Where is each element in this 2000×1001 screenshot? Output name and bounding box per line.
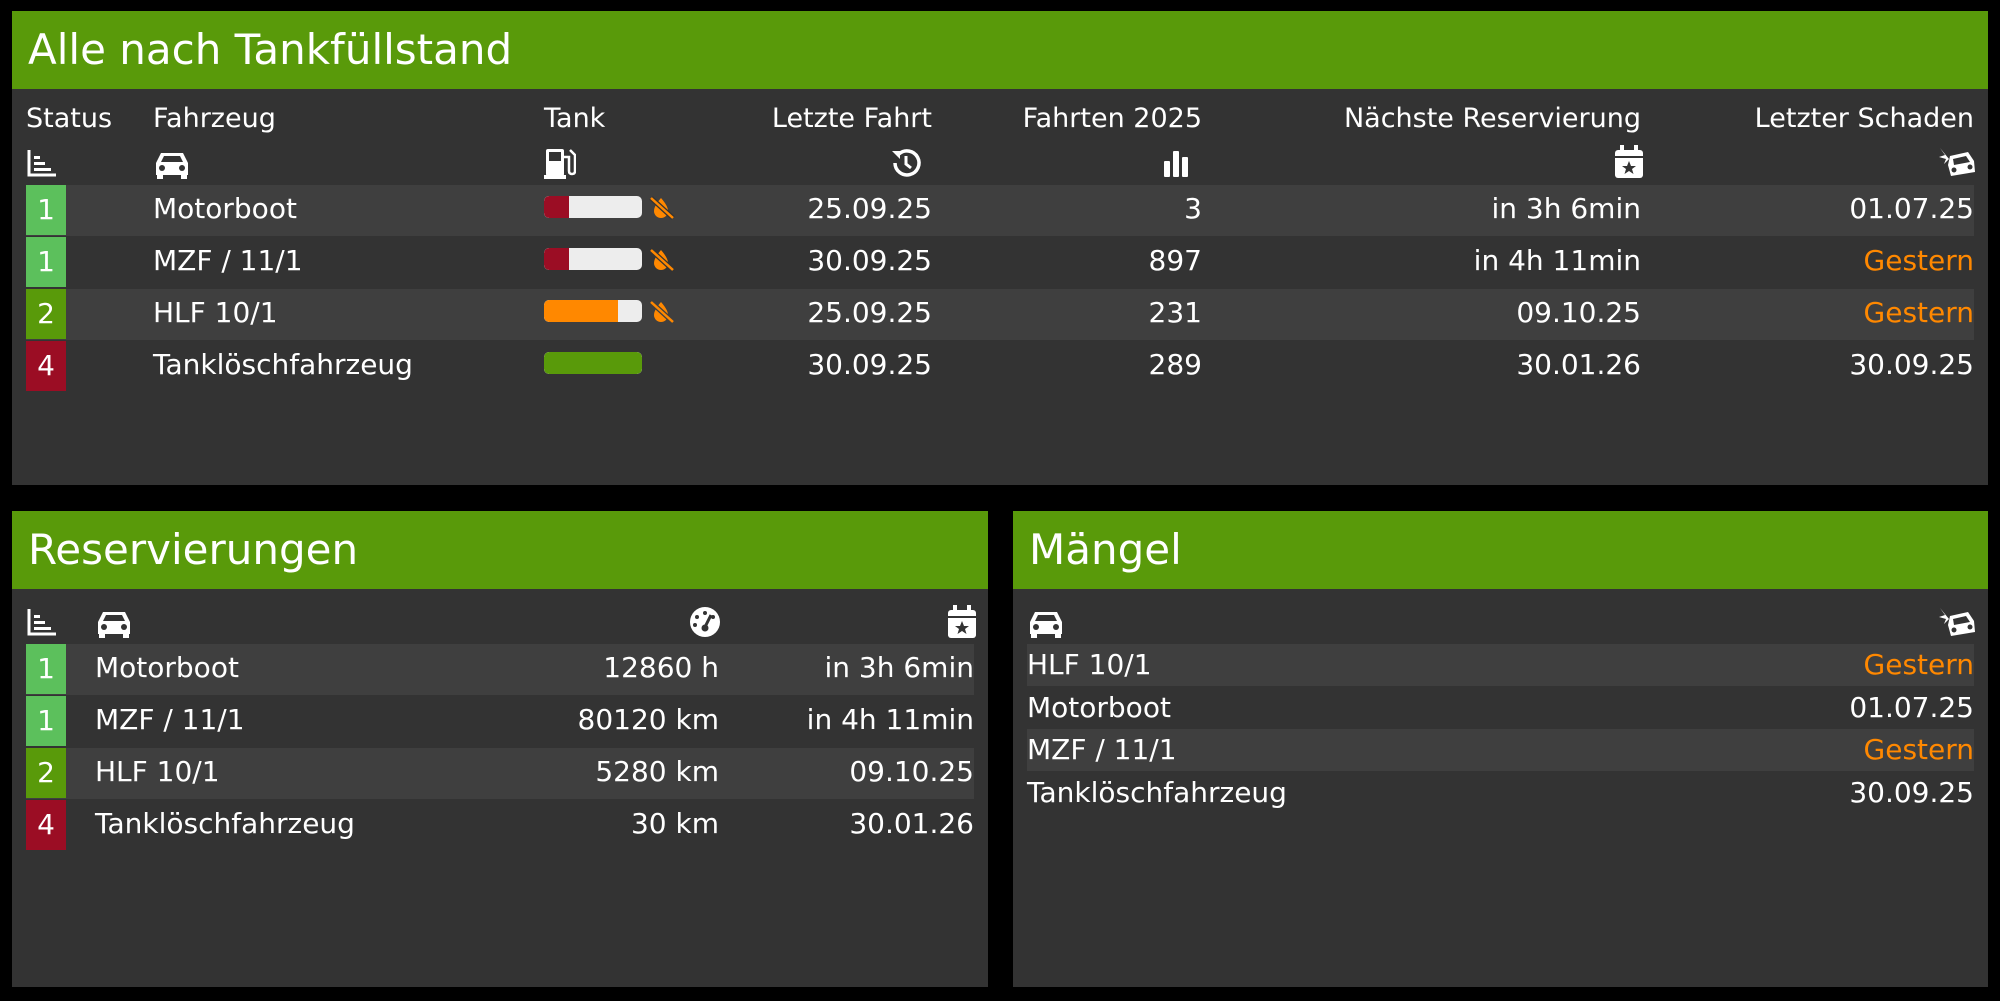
fuel-level-fill	[544, 352, 642, 374]
vehicle-name[interactable]: Tanklöschfahrzeug	[95, 807, 355, 840]
next-reservation: in 3h 6min	[1491, 192, 1641, 225]
mileage: 12860 h	[603, 651, 719, 684]
vehicle-name[interactable]: MZF / 11/1	[1027, 733, 1177, 766]
defect-date: 01.07.25	[1849, 691, 1974, 724]
list-row-bg	[1027, 729, 1974, 771]
last-damage: 30.09.25	[1849, 348, 1974, 381]
status-badge: 1	[26, 237, 66, 287]
last-trip-date: 30.09.25	[807, 348, 932, 381]
fuel-level-fill	[544, 196, 569, 218]
trip-count: 231	[1148, 296, 1202, 329]
reservations-panel: Reservierungen 1 Motorboot 12860 h in 3h…	[12, 511, 988, 987]
defect-date: Gestern	[1863, 648, 1974, 681]
col-last-trip-header[interactable]: Letzte Fahrt	[771, 103, 932, 134]
status-badge: 1	[26, 185, 66, 235]
next-reservation: in 4h 11min	[1473, 244, 1641, 277]
mileage: 30 km	[630, 807, 719, 840]
vehicle-name[interactable]: Tanklöschfahrzeug	[1027, 776, 1287, 809]
vehicle-name[interactable]: HLF 10/1	[153, 296, 278, 329]
last-damage: Gestern	[1863, 296, 1974, 329]
next-reservation: 09.10.25	[1516, 296, 1641, 329]
no-fuel-icon	[649, 195, 675, 221]
tank-panel-title: Alle nach Tankfüllstand	[12, 11, 1988, 89]
trip-count: 3	[1184, 192, 1202, 225]
car-crash-icon	[1938, 146, 1976, 178]
reservations-panel-title: Reservierungen	[12, 511, 988, 589]
fuel-level-fill	[544, 300, 618, 322]
mileage: 5280 km	[595, 755, 719, 788]
vehicle-name[interactable]: HLF 10/1	[1027, 648, 1152, 681]
vehicle-name[interactable]: Tanklöschfahrzeug	[153, 348, 413, 381]
vehicle-name[interactable]: MZF / 11/1	[95, 703, 245, 736]
calendar-star-icon	[947, 605, 977, 639]
defects-panel-title: Mängel	[1013, 511, 1988, 589]
col-next-reservation-header[interactable]: Nächste Reservierung	[1343, 103, 1641, 134]
vehicle-name[interactable]: Motorboot	[95, 651, 239, 684]
status-badge: 2	[26, 289, 66, 339]
col-last-damage-header[interactable]: Letzter Schaden	[1754, 103, 1974, 134]
table-row-bg	[26, 644, 974, 695]
sort-icon[interactable]	[26, 607, 58, 637]
car-icon	[1027, 608, 1065, 638]
history-icon	[889, 146, 923, 180]
table-row-bg	[26, 748, 974, 799]
col-vehicle-header[interactable]: Fahrzeug	[153, 103, 276, 134]
fuel-level-fill	[544, 248, 569, 270]
col-tank-header[interactable]: Tank	[544, 103, 606, 134]
no-fuel-icon	[649, 299, 675, 325]
fuel-pump-icon	[544, 145, 576, 179]
trip-count: 897	[1148, 244, 1202, 277]
tank-level-panel: Alle nach Tankfüllstand Status Fahrzeug …	[12, 11, 1988, 485]
vehicle-name[interactable]: MZF / 11/1	[153, 244, 303, 277]
last-trip-date: 30.09.25	[807, 244, 932, 277]
status-badge: 2	[26, 748, 66, 798]
car-crash-icon	[1938, 606, 1976, 638]
col-status-header[interactable]: Status	[26, 103, 113, 134]
status-badge: 1	[26, 696, 66, 746]
vehicle-name[interactable]: HLF 10/1	[95, 755, 220, 788]
table-row-bg	[26, 289, 1974, 340]
trip-count: 289	[1148, 348, 1202, 381]
no-fuel-icon	[649, 247, 675, 273]
last-trip-date: 25.09.25	[807, 192, 932, 225]
defect-date: 30.09.25	[1849, 776, 1974, 809]
reservation-time: 09.10.25	[849, 755, 974, 788]
vehicle-name[interactable]: Motorboot	[1027, 691, 1171, 724]
reservation-time: 30.01.26	[849, 807, 974, 840]
last-damage: Gestern	[1863, 244, 1974, 277]
fuel-level-bar	[544, 352, 642, 374]
defects-panel: Mängel HLF 10/1 Gestern Motorboot 01.07.…	[1013, 511, 1988, 987]
gauge-icon	[689, 606, 721, 638]
reservation-time: in 4h 11min	[806, 703, 974, 736]
calendar-star-icon	[1614, 145, 1644, 179]
fuel-level-bar	[544, 248, 642, 270]
defect-date: Gestern	[1863, 733, 1974, 766]
last-damage: 01.07.25	[1849, 192, 1974, 225]
col-trips-header[interactable]: Fahrten 2025	[1022, 103, 1202, 134]
sort-icon[interactable]	[26, 148, 58, 178]
bar-chart-icon	[1162, 147, 1190, 177]
fuel-level-bar	[544, 300, 642, 322]
list-row-bg	[1027, 644, 1974, 686]
next-reservation: 30.01.26	[1516, 348, 1641, 381]
car-icon	[95, 608, 133, 638]
mileage: 80120 km	[577, 703, 719, 736]
table-row-bg	[26, 185, 1974, 236]
reservation-time: in 3h 6min	[824, 651, 974, 684]
car-icon	[153, 149, 191, 179]
status-badge: 1	[26, 644, 66, 694]
last-trip-date: 25.09.25	[807, 296, 932, 329]
status-badge: 4	[26, 800, 66, 850]
status-badge: 4	[26, 341, 66, 391]
fuel-level-bar	[544, 196, 642, 218]
vehicle-name[interactable]: Motorboot	[153, 192, 297, 225]
